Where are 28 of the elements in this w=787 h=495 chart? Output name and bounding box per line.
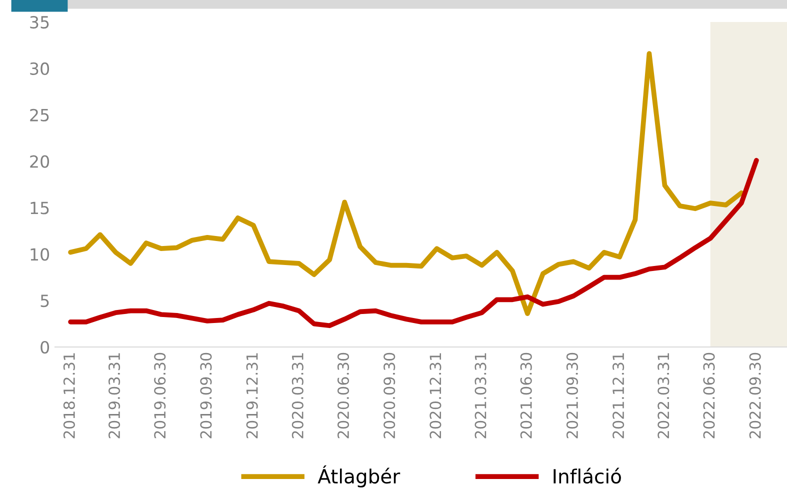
- y-tick-label: 25: [30, 108, 49, 122]
- x-tick-label: 2022.03.31: [658, 353, 670, 438]
- x-tick-label: 2019.12.31: [246, 353, 258, 438]
- x-tick-label: 2020.03.31: [292, 353, 304, 438]
- x-tick-label: 2019.09.30: [200, 352, 212, 438]
- x-tick-label: 2021.06.30: [520, 352, 532, 438]
- line-series: [68, 158, 759, 328]
- x-tick-label: 2022.06.30: [703, 352, 715, 438]
- x-tick-label: 2018.12.31: [63, 353, 75, 438]
- x-tick-label: 2021.03.31: [474, 353, 486, 438]
- y-tick-label: 35: [30, 16, 49, 29]
- y-tick-label: 30: [30, 62, 50, 75]
- x-tick-label: 2021.09.30: [566, 352, 578, 438]
- legend-label: Infláció: [554, 468, 621, 484]
- y-tick-label: 10: [30, 248, 50, 261]
- x-tick-label: 2021.12.31: [612, 353, 624, 438]
- y-tick-label: 20: [30, 155, 50, 168]
- x-tick-label: 2019.03.31: [108, 353, 120, 438]
- x-tick-label: 2022.09.30: [749, 352, 761, 438]
- x-tick-label: 2020.06.30: [337, 352, 350, 438]
- line-series: [68, 51, 744, 316]
- y-tick-label: 0: [40, 340, 50, 354]
- x-tick-label: 2020.09.30: [384, 352, 396, 438]
- x-tick-label: 2020.12.31: [430, 353, 442, 438]
- y-tick-label: 15: [30, 202, 49, 214]
- y-tick-label: 5: [40, 294, 49, 308]
- legend-label: Átlagbér: [318, 465, 400, 488]
- x-tick-label: 2019.06.30: [154, 352, 166, 438]
